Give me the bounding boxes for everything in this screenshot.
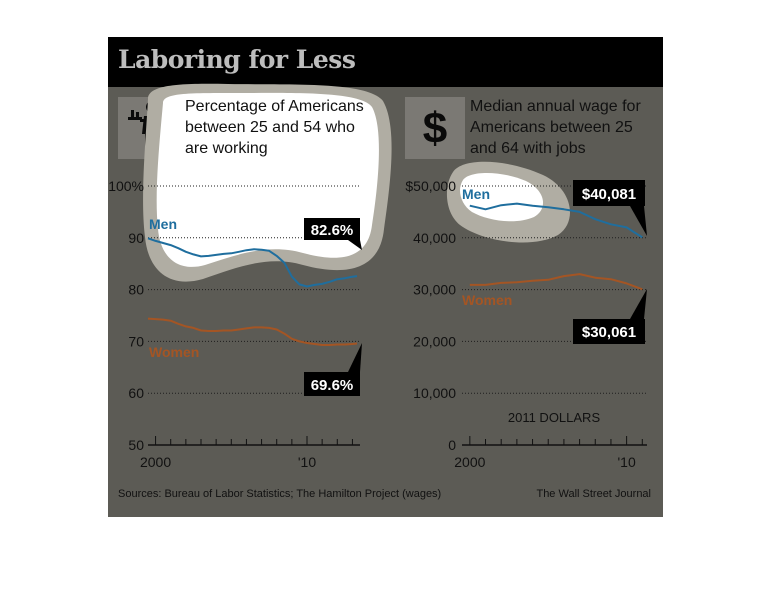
left-series-lines bbox=[147, 237, 358, 346]
sources-note: Sources: Bureau of Labor Statistics; The… bbox=[118, 488, 441, 500]
left-description-line-1: Percentage of Americans bbox=[185, 98, 364, 115]
left-x-tick-label: '10 bbox=[298, 454, 316, 470]
left-women-callout: 69.6% bbox=[304, 343, 362, 396]
left-ytick-label: 100% bbox=[108, 178, 144, 194]
left-men-callout-value: 82.6% bbox=[311, 222, 354, 239]
chart-canvas: $ Percentage of Americans between 25 and… bbox=[108, 83, 651, 500]
right-ytick-label: 0 bbox=[448, 437, 456, 453]
right-men-label: Men bbox=[462, 186, 490, 202]
right-gridlines bbox=[462, 185, 647, 394]
right-women-label: Women bbox=[462, 292, 512, 308]
left-series-women-line bbox=[147, 317, 358, 346]
left-ytick-label: 80 bbox=[128, 282, 144, 298]
left-men-callout: 82.6% bbox=[304, 218, 362, 250]
right-ytick-label: 20,000 bbox=[413, 333, 456, 349]
title-bar: Laboring for Less bbox=[108, 37, 663, 87]
dollar-icon: $ bbox=[423, 104, 447, 153]
left-ytick-label: 60 bbox=[128, 385, 144, 401]
left-men-label: Men bbox=[149, 216, 177, 232]
right-series-women-line bbox=[469, 273, 643, 291]
right-x-tick-label: '10 bbox=[617, 454, 635, 470]
credit: The Wall Street Journal bbox=[536, 488, 651, 500]
left-series-men-line bbox=[147, 237, 358, 288]
right-series-lines bbox=[469, 202, 643, 291]
right-men-callout: $40,081 bbox=[573, 180, 647, 236]
left-axis: 50 60 70 80 90 100% 2000 '10 bbox=[108, 178, 360, 470]
left-women-callout-value: 69.6% bbox=[311, 377, 354, 394]
left-ytick-label: 70 bbox=[128, 333, 144, 349]
right-women-callout-value: $30,061 bbox=[582, 324, 636, 341]
left-description-line-3: are working bbox=[185, 140, 268, 157]
left-x-tick-label: 2000 bbox=[140, 454, 171, 470]
right-description-line-2: Americans between 25 bbox=[470, 119, 633, 136]
right-series-men-line bbox=[469, 202, 643, 239]
right-axis: 0 10,000 20,000 30,000 40,000 $50,000 2000 '10 bbox=[405, 178, 647, 470]
right-men-callout-value: $40,081 bbox=[582, 186, 636, 203]
chart-title: Laboring for Less bbox=[118, 45, 356, 74]
left-gridlines bbox=[148, 185, 360, 394]
right-ytick-label: $50,000 bbox=[405, 178, 456, 194]
right-icon-box: $ bbox=[405, 97, 465, 159]
right-ytick-label: 10,000 bbox=[413, 385, 456, 401]
left-description-line-2: between 25 and 54 who bbox=[185, 119, 355, 136]
unit-note: 2011 DOLLARS bbox=[508, 410, 601, 425]
right-ytick-label: 30,000 bbox=[413, 282, 456, 298]
left-women-label: Women bbox=[149, 344, 199, 360]
chart-figure: Laboring for Less $ bbox=[108, 37, 663, 517]
right-description-line-1: Median annual wage for bbox=[470, 98, 641, 115]
right-description-line-3: and 64 with jobs bbox=[470, 140, 586, 157]
right-x-tick-label: 2000 bbox=[454, 454, 485, 470]
left-ytick-label: 90 bbox=[128, 230, 144, 246]
left-ytick-label: 50 bbox=[128, 437, 144, 453]
right-ytick-label: 40,000 bbox=[413, 230, 456, 246]
right-highlight-blob bbox=[446, 161, 570, 243]
right-women-callout: $30,061 bbox=[573, 289, 647, 344]
